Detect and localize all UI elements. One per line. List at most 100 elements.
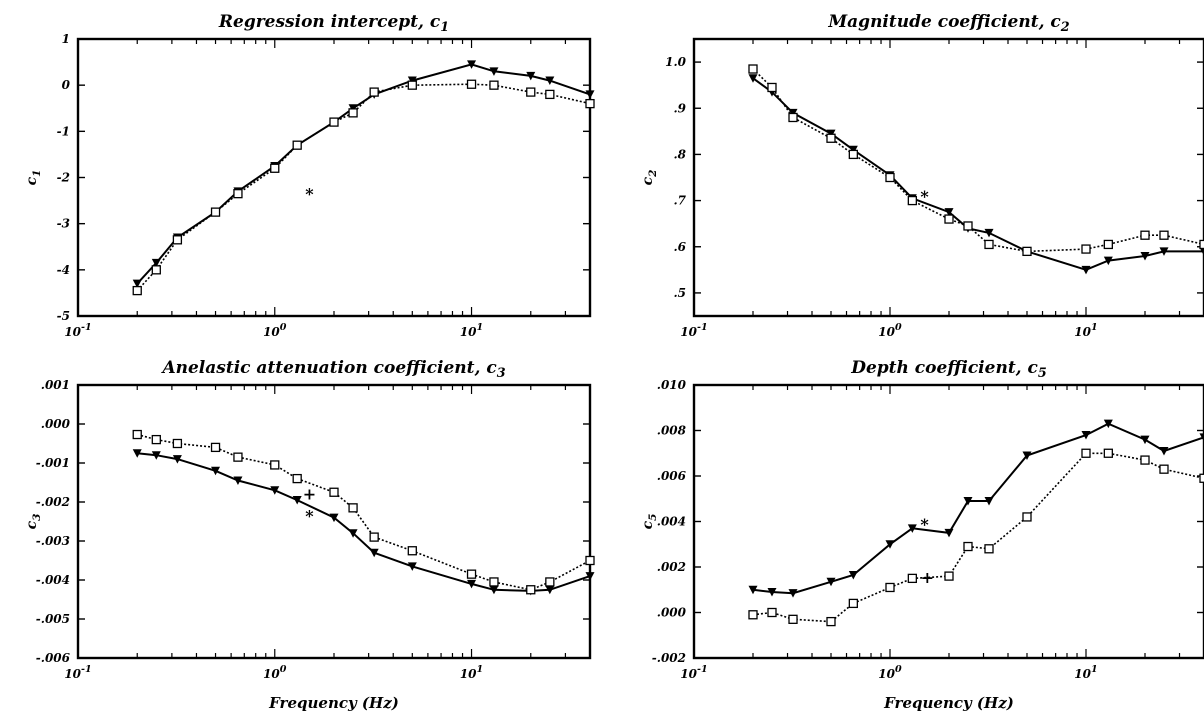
data-point-square [1199, 473, 1204, 483]
y-tick-label: .8 [673, 147, 686, 161]
data-point-triangle [151, 451, 161, 460]
data-point-triangle [1199, 247, 1204, 256]
data-point-triangle [585, 572, 595, 581]
data-point-triangle [1140, 251, 1150, 261]
y-tick-label: -.002 [36, 495, 70, 509]
data-point-square [826, 616, 836, 627]
chart-panel-3: Anelastic attenuation coefficient, c3 c3 F… [24, 358, 595, 712]
chart-panel-1: Regression intercept, c1c110-1-2-3-4-510… [24, 12, 595, 339]
data-point-triangle [329, 513, 339, 523]
y-axis-label-text: c1 [24, 170, 43, 186]
data-point-square [466, 569, 477, 579]
data-point-square [1022, 512, 1032, 522]
data-point-square [1103, 239, 1113, 250]
y-tick-label: 1.0 [665, 55, 687, 69]
data-point-square [788, 614, 798, 624]
y-axis-label: c5 [640, 514, 659, 530]
data-point-triangle [748, 74, 758, 83]
y-tick-label: -2 [57, 171, 70, 185]
data-point-triangle [1103, 419, 1113, 429]
data-point-square [767, 607, 777, 618]
data-point-triangle [1103, 256, 1113, 266]
data-point-square [963, 221, 973, 231]
x-tick-label: 101 [460, 322, 483, 339]
series-line-dotted [752, 452, 1204, 623]
data-point-triangle [489, 67, 499, 76]
series-line-dotted [136, 83, 591, 292]
y-axis-label: c1 [24, 170, 43, 186]
data-point-triangle [585, 90, 595, 99]
y-tick-label: -1 [57, 124, 70, 138]
data-point-square [292, 140, 302, 150]
data-point-triangle [848, 570, 858, 580]
data-point-triangle [132, 279, 142, 289]
y-tick-label: .010 [657, 378, 687, 392]
chart-title: Anelastic attenuation coefficient, c3 [160, 358, 505, 381]
data-point-square [151, 434, 161, 445]
y-tick-label: -5 [57, 309, 70, 323]
data-point-triangle [151, 258, 161, 268]
data-point-square [1140, 455, 1150, 465]
data-point-square [963, 541, 973, 552]
data-point-triangle [526, 71, 536, 81]
data-point-square [348, 503, 358, 513]
asterisk-marker: * [920, 187, 929, 206]
y-tick-label: .000 [41, 417, 71, 431]
chart-title: Depth coefficient, c5 [850, 358, 1047, 381]
data-point-triangle [270, 486, 280, 495]
y-axis-label-text: c2 [640, 170, 659, 186]
chart-panel-4: Depth coefficient, c5 c5 Frequency (Hz) .01… [640, 358, 1204, 712]
data-point-square [1081, 244, 1091, 254]
x-axis-label: Frequency (Hz) [268, 694, 399, 712]
y-axis-label: c2 [640, 170, 659, 186]
data-point-triangle [132, 449, 142, 458]
y-axis-label: c3 [24, 514, 43, 530]
data-point-square [826, 133, 836, 143]
data-point-square [767, 82, 777, 93]
series-line-dotted [752, 68, 1204, 253]
data-point-square [1022, 246, 1032, 257]
chart-panel-2: Magnitude coefficient, c2 c2 1.0 .9 .8 .7 .6 .5… [640, 12, 1204, 339]
x-tick-label: 100 [878, 664, 902, 681]
data-point-square [270, 163, 280, 173]
x-tick-label: 100 [878, 322, 902, 339]
data-point-square [466, 79, 477, 89]
data-point-square [132, 285, 142, 296]
y-tick-label: -.004 [36, 573, 70, 587]
data-point-square [172, 438, 183, 449]
data-point-triangle [1140, 435, 1150, 445]
data-point-square [369, 532, 379, 542]
x-tick-label: 10-1 [64, 664, 91, 681]
x-axis-label: Frequency (Hz) [883, 694, 1014, 712]
x-tick-label: 10-1 [680, 322, 707, 339]
series-line-solid [137, 452, 591, 592]
asterisk-marker: * [305, 507, 314, 526]
y-tick-label: 0 [62, 78, 71, 92]
asterisk-marker: * [920, 515, 929, 534]
x-tick-label: 10-1 [64, 322, 91, 339]
x-tick-label: 101 [460, 664, 483, 681]
y-tick-label: .004 [657, 515, 686, 529]
data-point-triangle [944, 208, 954, 217]
data-point-square [944, 571, 954, 581]
y-tick-label: .9 [673, 101, 686, 115]
y-tick-label: -.001 [36, 456, 70, 470]
x-tick-label: 101 [1074, 664, 1097, 681]
y-axis-label-text: c3 [24, 514, 43, 530]
plus-marker: + [921, 568, 934, 587]
data-point-square [1103, 448, 1113, 458]
data-point-square [1199, 239, 1204, 250]
data-point-square [984, 239, 994, 250]
series-line-solid [136, 63, 591, 285]
data-point-square [848, 598, 858, 609]
data-point-triangle [748, 585, 758, 595]
data-point-square [489, 577, 499, 587]
data-point-square [1081, 448, 1091, 458]
data-point-triangle [1081, 431, 1091, 440]
data-point-triangle [1081, 265, 1091, 275]
data-point-square [489, 80, 499, 90]
y-tick-label: 1 [62, 32, 70, 46]
series-line-dotted [136, 433, 591, 591]
data-point-square [233, 189, 243, 199]
